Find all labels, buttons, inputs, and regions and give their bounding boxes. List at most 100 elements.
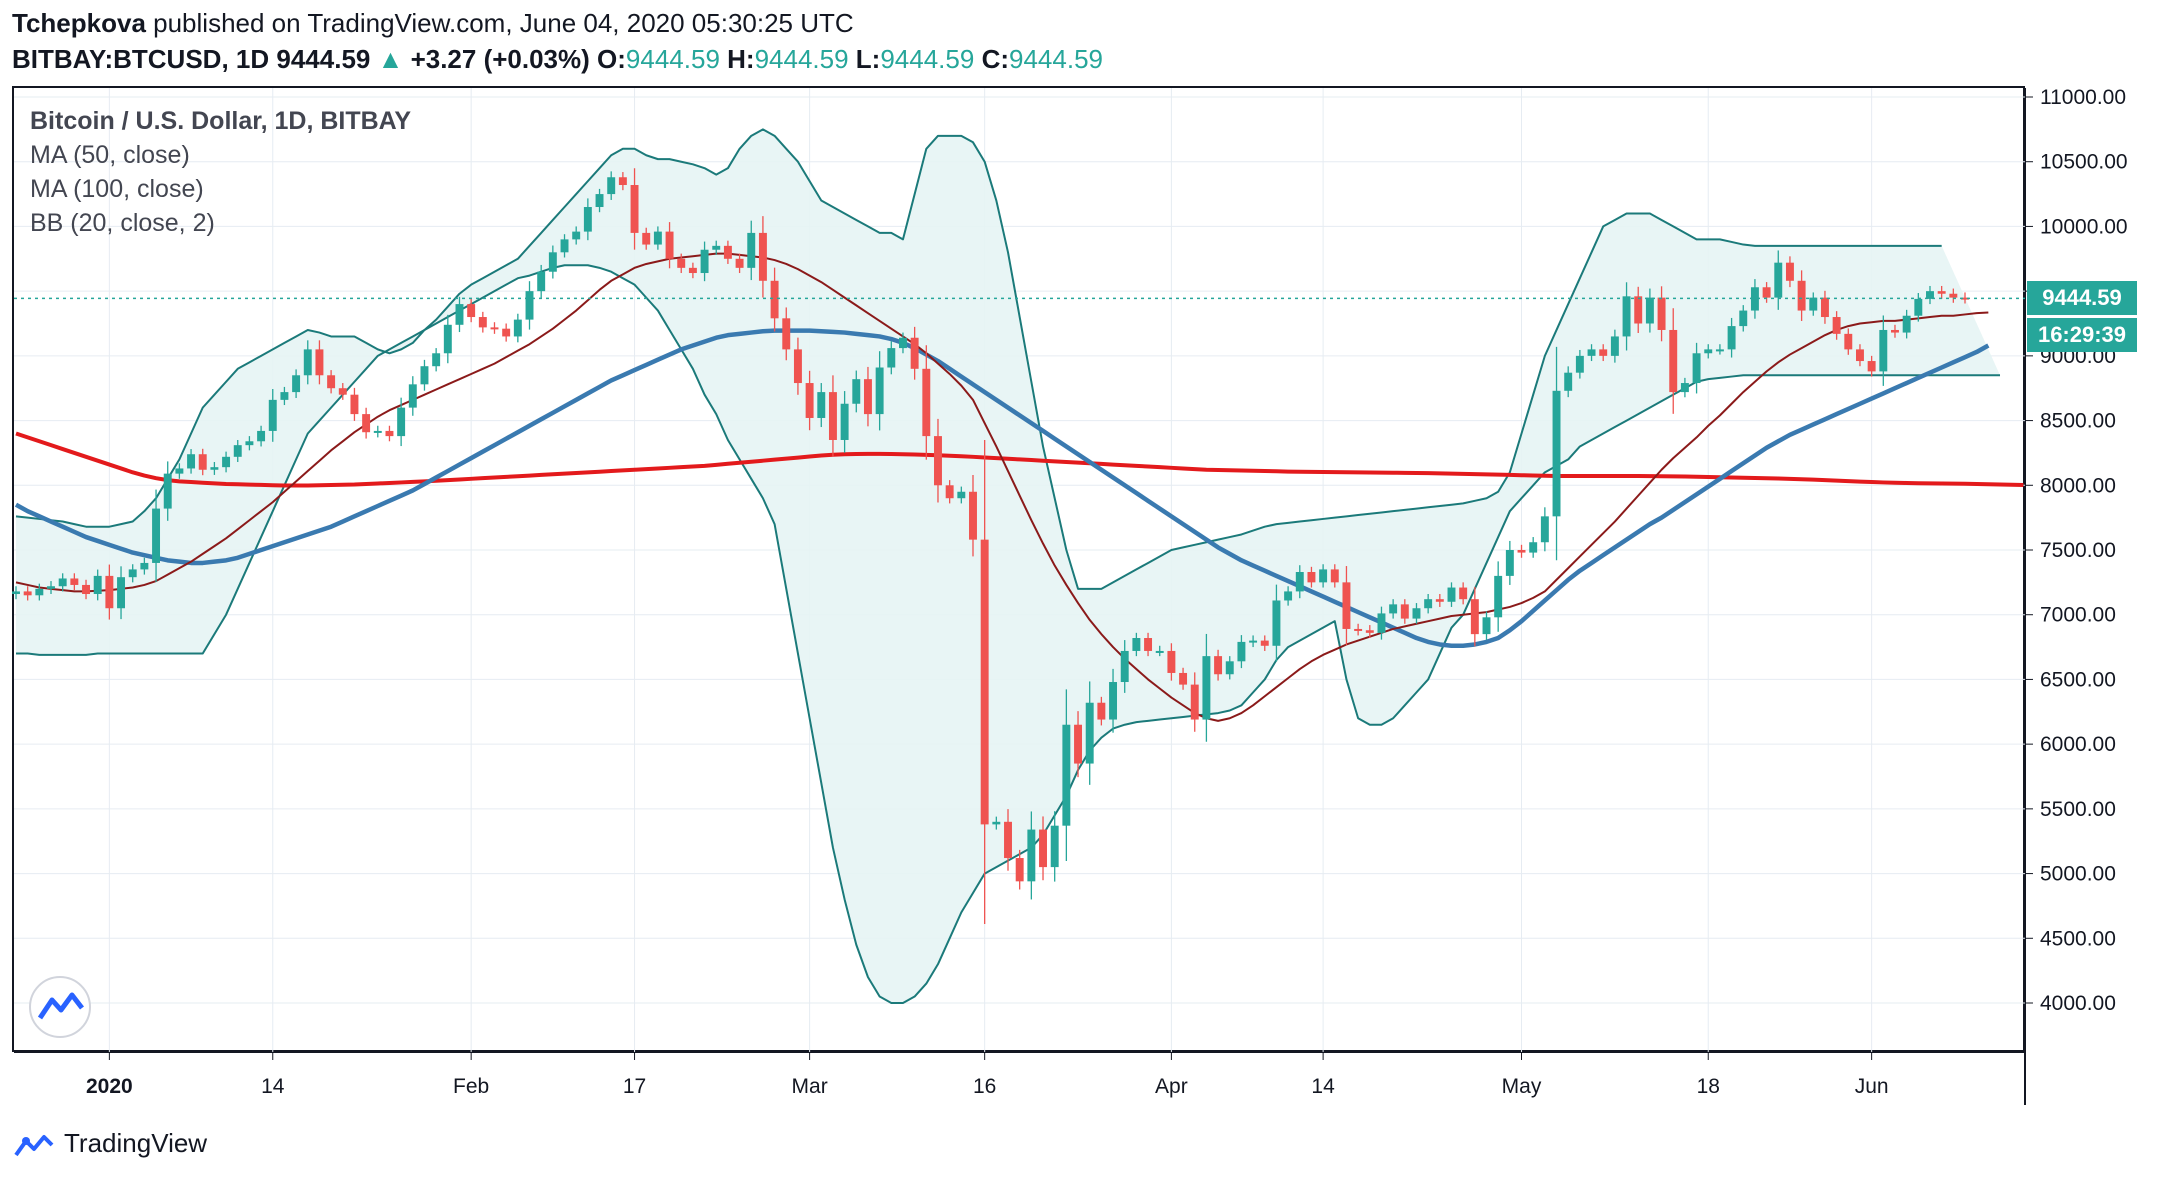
published-text: published on TradingView.com, June 04, 2… <box>145 8 854 38</box>
candle-body <box>957 491 966 499</box>
candle-body <box>1132 638 1141 651</box>
candle-body <box>315 349 324 376</box>
candle-body <box>280 392 289 400</box>
candle-body <box>1120 650 1129 683</box>
candle-body <box>537 271 546 292</box>
candle-body <box>1389 604 1398 614</box>
candle-body <box>82 584 90 595</box>
candle-body <box>1377 613 1386 633</box>
candle-body <box>490 327 499 330</box>
candle-body <box>35 588 44 596</box>
candle-body <box>502 328 511 337</box>
candle-body <box>1482 617 1491 635</box>
candle-body <box>420 366 429 385</box>
candle-body <box>770 280 779 319</box>
candle-body <box>583 207 592 232</box>
legend-ma50[interactable]: MA (50, close) <box>30 141 190 169</box>
candle-body <box>128 569 137 578</box>
candle-body <box>595 194 604 208</box>
candle-body <box>1435 599 1444 602</box>
candle-body <box>1937 291 1946 294</box>
candle-body <box>1237 641 1246 662</box>
legend-ma100[interactable]: MA (100, close) <box>30 175 204 203</box>
footer-brand[interactable]: TradingView <box>12 1128 207 1159</box>
candle-body <box>1272 600 1281 646</box>
candle-body <box>1961 297 1969 300</box>
candle-body <box>817 392 826 418</box>
y-tick-label: 8500.00 <box>2040 410 2116 433</box>
candle-body <box>467 304 476 318</box>
x-tick-label: 16 <box>973 1075 996 1098</box>
candle-body <box>1260 640 1269 646</box>
candle-body <box>887 348 896 368</box>
candle-body <box>1167 650 1176 673</box>
candle-body <box>117 577 126 609</box>
y-tick-label: 5500.00 <box>2040 798 2116 821</box>
candle-body <box>712 245 721 250</box>
candle-body <box>1447 587 1456 602</box>
candle-body <box>257 430 266 442</box>
candle-body <box>607 177 616 195</box>
candle-body <box>1785 262 1794 281</box>
candle-body <box>1144 638 1153 651</box>
candle-body <box>93 575 102 595</box>
candle-body <box>1202 656 1211 720</box>
candle-body <box>945 485 954 499</box>
countdown-label: 16:29:39 <box>2027 318 2137 353</box>
candle-body <box>1400 604 1409 619</box>
candle-body <box>1575 355 1584 373</box>
x-tick-label: 14 <box>261 1075 285 1098</box>
x-tick-label: 14 <box>1311 1075 1335 1098</box>
candle-body <box>1727 326 1736 350</box>
candle-body <box>560 239 569 253</box>
tradingview-logo-icon <box>14 1134 54 1156</box>
candle-body <box>1704 349 1713 354</box>
candle-body <box>105 575 114 609</box>
chart-legend: Bitcoin / U.S. Dollar, 1D, BITBAY MA (50… <box>30 104 411 240</box>
candle-body <box>1155 650 1164 653</box>
candle-body <box>47 586 55 589</box>
publish-line: Tchepkova published on TradingView.com, … <box>12 8 854 39</box>
y-tick-label: 6500.00 <box>2040 668 2116 691</box>
ma50-line <box>14 328 1990 649</box>
candle-body <box>899 337 907 349</box>
candle-body <box>525 291 534 320</box>
x-tick-label: 18 <box>1697 1075 1720 1098</box>
candle-body <box>1307 572 1316 583</box>
candle-body <box>980 539 989 825</box>
tradingview-brand-text: TradingView <box>64 1128 208 1158</box>
candle-body <box>303 349 312 376</box>
candle-body <box>828 392 837 440</box>
candle-body <box>1552 390 1561 517</box>
candle-body <box>385 430 394 437</box>
x-tick-label: Mar <box>792 1075 828 1098</box>
candle-body <box>292 375 301 393</box>
candle-body <box>735 258 744 268</box>
candle-body <box>1914 298 1923 316</box>
candle-body <box>910 337 919 369</box>
last-price: 9444.59 <box>276 44 371 74</box>
candle-body <box>723 245 732 259</box>
y-tick-label: 11000.00 <box>2040 86 2126 109</box>
candle-body <box>373 430 382 433</box>
candle-body <box>688 267 697 274</box>
x-tick-label: Apr <box>1155 1075 1188 1098</box>
x-tick-label: Feb <box>453 1075 489 1098</box>
candle-body <box>1587 349 1596 356</box>
candle-body <box>12 591 20 595</box>
candle-body <box>58 578 67 587</box>
candle-body <box>408 384 417 408</box>
candle-body <box>1622 296 1631 337</box>
candle-body <box>1855 349 1864 362</box>
candle-body <box>1645 297 1654 324</box>
candle-body <box>1902 315 1911 333</box>
candle-body <box>1109 682 1118 720</box>
high-value: 9444.59 <box>754 44 849 74</box>
candle-body <box>513 319 522 337</box>
x-tick-label: May <box>1502 1075 1542 1098</box>
author-name[interactable]: Tchepkova <box>12 8 146 38</box>
legend-bb[interactable]: BB (20, close, 2) <box>30 209 215 237</box>
candle-body <box>1097 702 1106 720</box>
candle-body <box>1517 550 1526 553</box>
